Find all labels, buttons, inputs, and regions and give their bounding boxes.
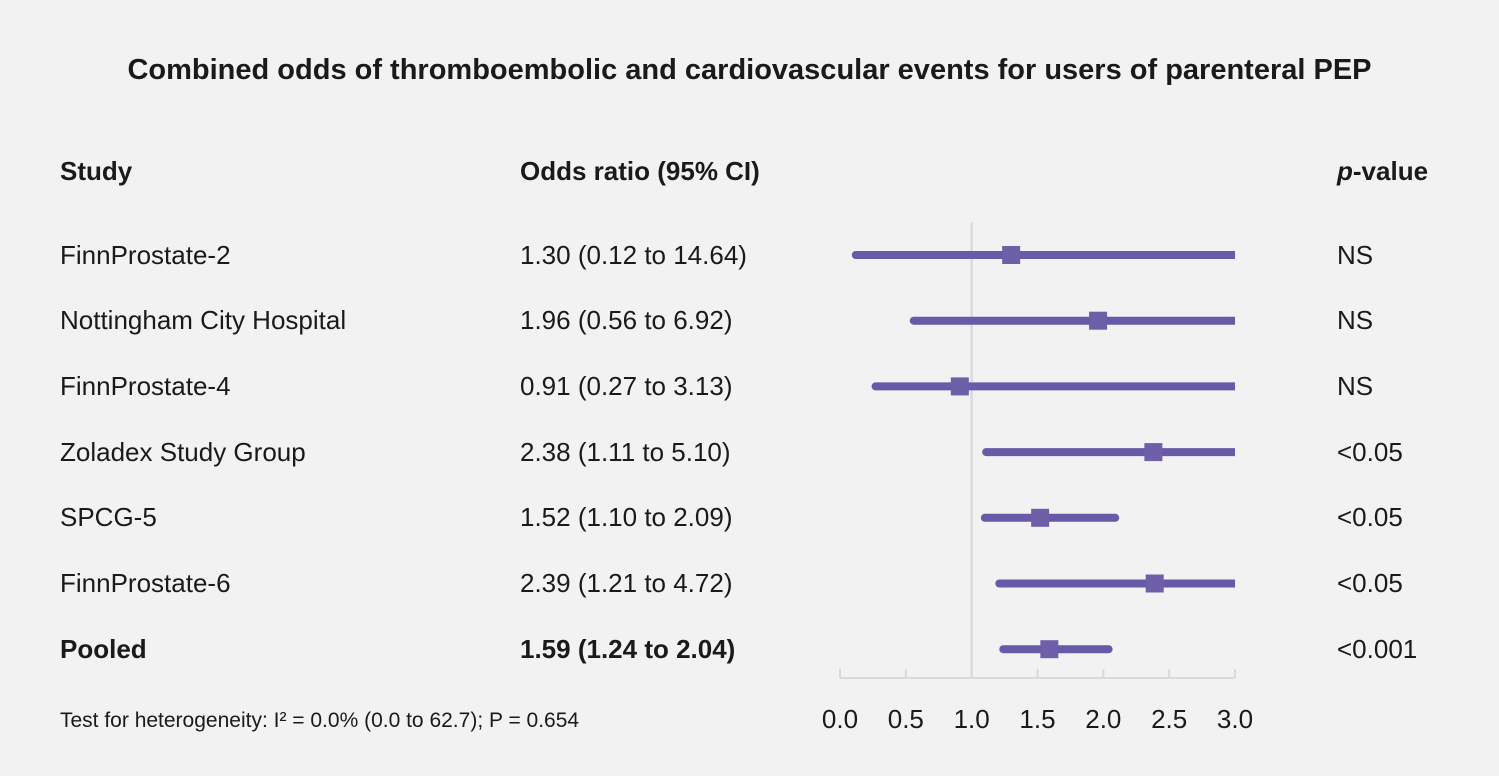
x-axis-tick-label: 2.5	[1151, 704, 1188, 734]
study-label: SPCG-5	[60, 502, 157, 532]
odds-ratio-ci-text: 2.38 (1.11 to 5.10)	[520, 437, 731, 467]
ci-cap-low	[851, 251, 860, 259]
study-label: Zoladex Study Group	[60, 437, 306, 467]
odds-ratio-ci-text: 1.96 (0.56 to 6.92)	[520, 305, 733, 335]
ci-cap-low	[995, 579, 1004, 588]
odds-ratio-marker	[1002, 246, 1021, 264]
odds-ratio-marker	[1040, 640, 1059, 659]
chart-title: Combined odds of thromboembolic and card…	[127, 54, 1372, 86]
study-label: Nottingham City Hospital	[60, 305, 347, 335]
column-header-p-value: p-value	[1337, 155, 1428, 187]
odds-ratio-ci-text: 1.59 (1.24 to 2.04)	[520, 634, 736, 664]
ci-cap-low	[999, 645, 1008, 654]
odds-ratio-marker	[1144, 443, 1163, 462]
heterogeneity-footnote: Test for heterogeneity: I² = 0.0% (0.0 t…	[60, 709, 580, 732]
p-value-text: <0.001	[1337, 634, 1418, 664]
odds-ratio-ci-text: 2.39 (1.21 to 4.72)	[520, 568, 733, 598]
odds-ratio-marker	[950, 377, 969, 396]
ci-cap-low	[871, 382, 880, 391]
x-axis-tick-label: 2.0	[1085, 704, 1122, 734]
odds-ratio-marker	[1089, 311, 1108, 330]
odds-ratio-marker	[1031, 508, 1050, 527]
odds-ratio-ci-text: 1.52 (1.10 to 2.09)	[520, 502, 733, 532]
p-value-rest: -value	[1352, 156, 1429, 186]
study-label: FinnProstate-2	[60, 240, 231, 270]
p-value-text: NS	[1337, 305, 1374, 335]
x-axis-tick-label: 0.0	[821, 704, 859, 734]
ci-cap-low	[909, 316, 918, 325]
p-value-text: NS	[1337, 240, 1374, 270]
p-value-text: <0.05	[1337, 437, 1403, 467]
p-value-text: <0.05	[1337, 568, 1403, 598]
column-header-study: Study	[60, 156, 133, 186]
ci-cap-low	[982, 448, 991, 457]
study-label: FinnProstate-6	[60, 568, 231, 598]
x-axis-tick-label: 0.5	[887, 704, 924, 734]
odds-ratio-ci-text: 0.91 (0.27 to 3.13)	[520, 371, 733, 401]
odds-ratio-ci-text: 1.30 (0.12 to 14.64)	[520, 240, 747, 270]
study-label: FinnProstate-4	[60, 371, 231, 401]
p-value-text: <0.05	[1337, 502, 1403, 532]
x-axis-tick-label: 1.0	[953, 704, 990, 734]
x-axis-tick-label: 1.5	[1019, 704, 1056, 734]
ci-cap-high	[1104, 645, 1113, 654]
study-label: Pooled	[60, 634, 147, 664]
odds-ratio-marker	[1145, 574, 1164, 593]
ci-cap-low	[980, 513, 989, 522]
p-value-italic-p: p	[1337, 156, 1353, 186]
column-header-odds-ratio: Odds ratio (95% CI)	[520, 156, 760, 186]
ci-cap-high	[1111, 513, 1120, 522]
p-value-text: NS	[1337, 371, 1374, 401]
x-axis-tick-label: 3.0	[1216, 704, 1254, 734]
